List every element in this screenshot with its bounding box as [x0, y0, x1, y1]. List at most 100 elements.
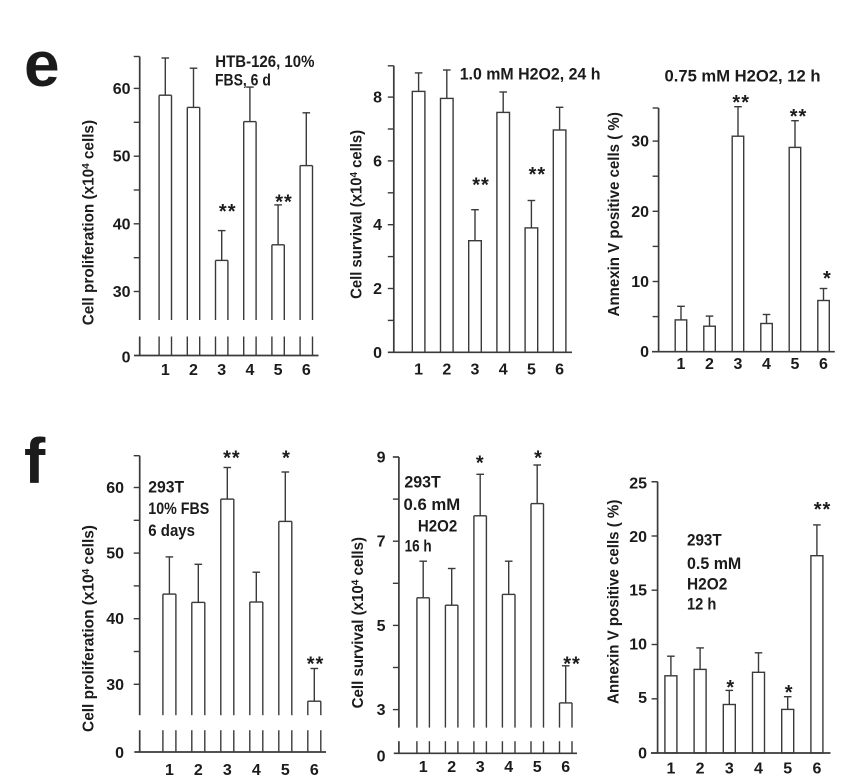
svg-text:3: 3 [734, 356, 743, 373]
svg-text:2: 2 [447, 759, 456, 776]
svg-text:**: ** [223, 448, 241, 470]
svg-text:*: * [726, 677, 734, 699]
svg-text:10% FBS: 10% FBS [148, 500, 209, 518]
svg-text:**: ** [563, 654, 581, 676]
svg-text:1.0 mM H2O2, 24 h: 1.0 mM H2O2, 24 h [460, 65, 601, 84]
svg-text:**: ** [732, 92, 750, 114]
svg-text:3: 3 [725, 760, 734, 777]
svg-text:Cell survival (x104 cells): Cell survival (x104 cells) [348, 130, 366, 299]
svg-text:10: 10 [631, 274, 649, 291]
svg-text:5: 5 [527, 362, 536, 379]
svg-text:293T: 293T [148, 478, 184, 497]
svg-text:**: ** [275, 192, 293, 214]
svg-text:50: 50 [106, 546, 124, 563]
svg-text:Cell proliferation (x104 cells: Cell proliferation (x104 cells) [80, 120, 97, 325]
svg-text:4: 4 [245, 362, 254, 379]
svg-text:6: 6 [561, 759, 570, 776]
svg-text:6: 6 [302, 362, 311, 379]
svg-text:1: 1 [161, 362, 170, 379]
svg-text:40: 40 [106, 611, 124, 628]
svg-text:**: ** [529, 164, 547, 186]
svg-text:**: ** [814, 499, 832, 521]
svg-text:3: 3 [223, 762, 232, 779]
svg-text:0: 0 [640, 344, 649, 361]
svg-text:2: 2 [373, 281, 382, 298]
svg-text:5: 5 [791, 356, 800, 373]
svg-text:1: 1 [677, 356, 686, 373]
svg-text:40: 40 [113, 216, 131, 233]
svg-text:0: 0 [122, 350, 131, 367]
svg-text:4: 4 [499, 362, 508, 379]
svg-text:1: 1 [419, 759, 428, 776]
svg-text:*: * [476, 453, 484, 475]
svg-text:6: 6 [812, 760, 821, 777]
svg-text:6: 6 [310, 762, 319, 779]
svg-text:2: 2 [705, 356, 714, 373]
svg-text:60: 60 [106, 480, 124, 497]
svg-text:60: 60 [113, 81, 131, 98]
svg-text:30: 30 [106, 677, 124, 694]
svg-text:**: ** [307, 654, 325, 676]
svg-text:2: 2 [189, 362, 198, 379]
svg-text:1: 1 [165, 762, 174, 779]
svg-text:4: 4 [504, 759, 513, 776]
svg-text:12 h: 12 h [687, 595, 716, 613]
svg-text:25: 25 [629, 476, 647, 493]
svg-text:2: 2 [442, 362, 451, 379]
svg-text:0: 0 [373, 345, 382, 362]
svg-text:4: 4 [754, 760, 763, 777]
svg-text:4: 4 [762, 356, 771, 373]
svg-text:2: 2 [194, 762, 203, 779]
svg-text:5: 5 [377, 618, 386, 635]
svg-text:30: 30 [631, 134, 649, 151]
svg-text:6: 6 [373, 153, 382, 170]
svg-text:7: 7 [377, 534, 386, 551]
svg-text:3: 3 [217, 362, 226, 379]
svg-text:e: e [24, 28, 60, 100]
svg-text:**: ** [219, 201, 237, 223]
svg-text:HTB-126, 10%: HTB-126, 10% [215, 52, 314, 71]
svg-text:16 h: 16 h [405, 537, 432, 556]
svg-text:50: 50 [113, 149, 131, 166]
svg-text:10: 10 [629, 636, 647, 653]
svg-text:0: 0 [115, 745, 124, 762]
svg-text:1: 1 [666, 760, 675, 777]
svg-text:5: 5 [783, 760, 792, 777]
svg-text:6: 6 [819, 356, 828, 373]
svg-text:3: 3 [377, 702, 386, 719]
svg-text:20: 20 [631, 204, 649, 221]
svg-text:*: * [823, 268, 831, 290]
svg-text:**: ** [472, 174, 490, 196]
svg-text:15: 15 [629, 583, 647, 600]
svg-text:3: 3 [476, 759, 485, 776]
svg-text:0.6 mM: 0.6 mM [404, 495, 461, 514]
svg-text:5: 5 [533, 759, 542, 776]
svg-text:6 days: 6 days [148, 521, 195, 540]
svg-text:30: 30 [113, 284, 131, 301]
svg-text:8: 8 [373, 90, 382, 107]
svg-text:0.5 mM: 0.5 mM [687, 555, 741, 574]
svg-text:4: 4 [252, 762, 261, 779]
svg-text:293T: 293T [687, 531, 722, 550]
svg-text:H2O2: H2O2 [418, 516, 457, 535]
svg-text:*: * [785, 682, 793, 704]
svg-text:9: 9 [377, 450, 386, 467]
svg-text:0: 0 [377, 748, 386, 765]
svg-text:2: 2 [696, 760, 705, 777]
svg-text:5: 5 [281, 762, 290, 779]
svg-text:5: 5 [638, 690, 647, 707]
svg-text:Cell proliferation (x104 cells: Cell proliferation (x104 cells) [80, 525, 97, 732]
svg-text:4: 4 [373, 217, 382, 234]
svg-text:FBS, 6 d: FBS, 6 d [215, 71, 271, 90]
svg-text:6: 6 [555, 362, 564, 379]
svg-text:**: ** [790, 106, 808, 128]
svg-text:Annexin V positive cells ( %): Annexin V positive cells ( %) [606, 112, 623, 316]
svg-text:1: 1 [414, 362, 423, 379]
svg-text:0.75 mM H2O2, 12 h: 0.75 mM H2O2, 12 h [665, 66, 821, 85]
svg-text:*: * [282, 448, 290, 470]
svg-text:Cell survival (x104 cells): Cell survival (x104 cells) [350, 537, 367, 708]
svg-text:*: * [534, 448, 542, 470]
svg-text:f: f [24, 425, 46, 497]
svg-text:H2O2: H2O2 [687, 575, 727, 594]
svg-text:293T: 293T [404, 473, 440, 492]
